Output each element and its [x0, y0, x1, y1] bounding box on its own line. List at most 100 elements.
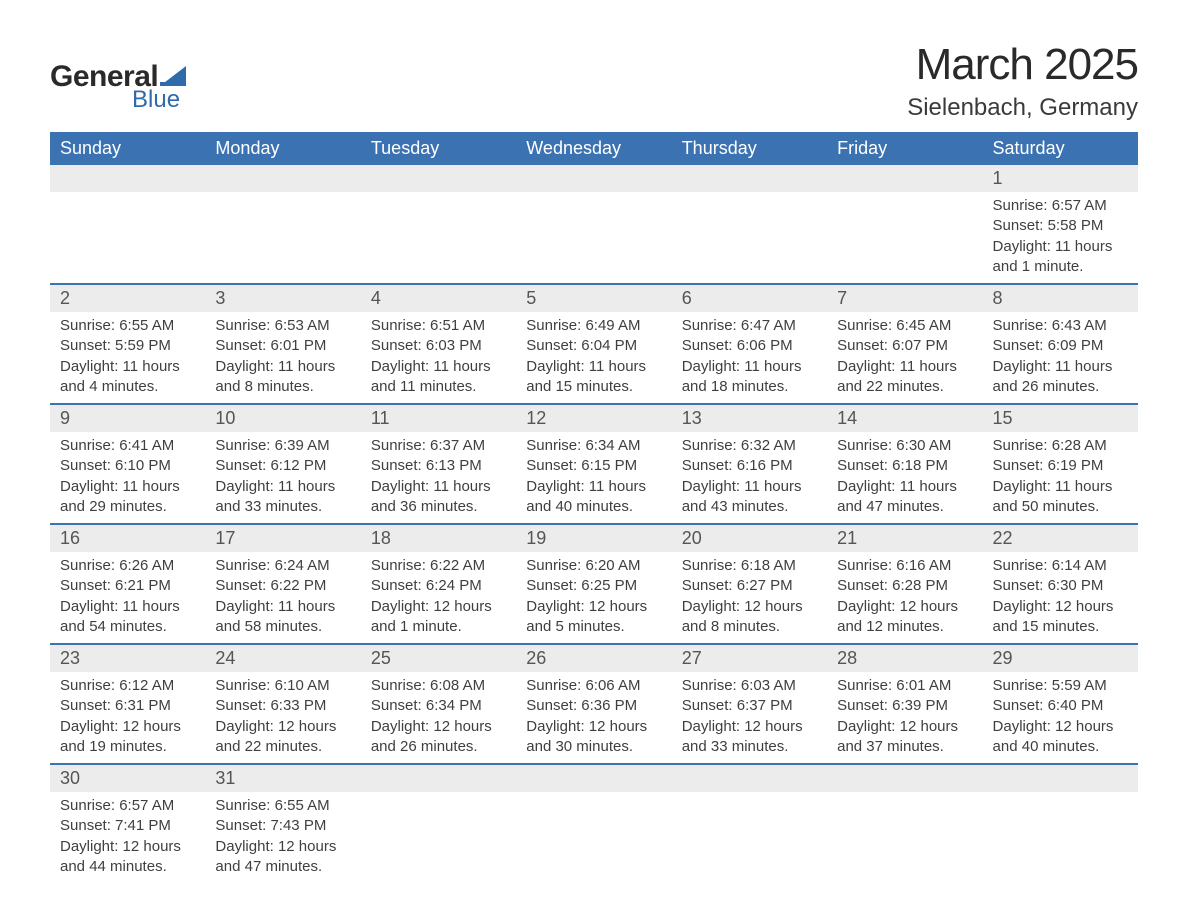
day-number-cell [205, 165, 360, 192]
day-details: Sunrise: 6:12 AMSunset: 6:31 PMDaylight:… [50, 672, 205, 763]
weekday-header: Sunday [50, 132, 205, 165]
day-detail-cell [361, 192, 516, 284]
day-detail-cell [827, 792, 982, 883]
detail-line: Sunset: 5:58 PM [993, 216, 1128, 236]
detail-line: and 26 minutes. [993, 377, 1128, 397]
day-number: 8 [983, 285, 1138, 312]
detail-line: Daylight: 11 hours [837, 477, 972, 497]
day-number: 15 [983, 405, 1138, 432]
detail-line: and 44 minutes. [60, 857, 195, 877]
day-number: 7 [827, 285, 982, 312]
detail-line: Daylight: 12 hours [60, 717, 195, 737]
detail-line: Sunset: 6:40 PM [993, 696, 1128, 716]
detail-line: and 22 minutes. [215, 737, 350, 757]
day-details: Sunrise: 6:28 AMSunset: 6:19 PMDaylight:… [983, 432, 1138, 523]
day-detail-cell: Sunrise: 6:18 AMSunset: 6:27 PMDaylight:… [672, 552, 827, 644]
detail-line: Sunrise: 6:57 AM [60, 796, 195, 816]
day-number: 2 [50, 285, 205, 312]
detail-line: and 33 minutes. [682, 737, 817, 757]
empty-day [672, 765, 827, 792]
detail-line: Sunrise: 6:37 AM [371, 436, 506, 456]
day-detail-cell: Sunrise: 6:08 AMSunset: 6:34 PMDaylight:… [361, 672, 516, 764]
detail-line: Daylight: 12 hours [526, 597, 661, 617]
detail-line: Sunset: 6:21 PM [60, 576, 195, 596]
detail-line: Daylight: 11 hours [215, 477, 350, 497]
day-number-cell [672, 165, 827, 192]
day-number-cell: 14 [827, 404, 982, 432]
day-details: Sunrise: 6:57 AMSunset: 5:58 PMDaylight:… [983, 192, 1138, 283]
day-number: 5 [516, 285, 671, 312]
detail-line: and 40 minutes. [526, 497, 661, 517]
day-details: Sunrise: 5:59 AMSunset: 6:40 PMDaylight:… [983, 672, 1138, 763]
detail-line: Sunrise: 6:41 AM [60, 436, 195, 456]
day-details: Sunrise: 6:39 AMSunset: 6:12 PMDaylight:… [205, 432, 360, 523]
detail-line: Sunset: 6:24 PM [371, 576, 506, 596]
detail-line: Sunset: 6:07 PM [837, 336, 972, 356]
detail-line: and 37 minutes. [837, 737, 972, 757]
day-detail-cell: Sunrise: 6:03 AMSunset: 6:37 PMDaylight:… [672, 672, 827, 764]
detail-line: and 11 minutes. [371, 377, 506, 397]
day-details: Sunrise: 6:45 AMSunset: 6:07 PMDaylight:… [827, 312, 982, 403]
day-details: Sunrise: 6:03 AMSunset: 6:37 PMDaylight:… [672, 672, 827, 763]
day-number-cell: 28 [827, 644, 982, 672]
day-number-cell: 30 [50, 764, 205, 792]
day-number: 28 [827, 645, 982, 672]
day-details: Sunrise: 6:34 AMSunset: 6:15 PMDaylight:… [516, 432, 671, 523]
detail-line: Sunset: 6:15 PM [526, 456, 661, 476]
detail-line: Daylight: 11 hours [993, 237, 1128, 257]
day-number-cell: 18 [361, 524, 516, 552]
detail-line: Sunrise: 6:57 AM [993, 196, 1128, 216]
day-details: Sunrise: 6:47 AMSunset: 6:06 PMDaylight:… [672, 312, 827, 403]
detail-line: Daylight: 12 hours [526, 717, 661, 737]
detail-line: and 47 minutes. [837, 497, 972, 517]
detail-line: Sunrise: 6:32 AM [682, 436, 817, 456]
day-number-cell: 31 [205, 764, 360, 792]
empty-day [516, 165, 671, 192]
detail-line: and 54 minutes. [60, 617, 195, 637]
day-detail-row: Sunrise: 6:55 AMSunset: 5:59 PMDaylight:… [50, 312, 1138, 404]
detail-line: Sunrise: 6:20 AM [526, 556, 661, 576]
empty-day [672, 165, 827, 192]
detail-line: Sunset: 6:09 PM [993, 336, 1128, 356]
day-number-row: 1 [50, 165, 1138, 192]
day-number-cell [516, 764, 671, 792]
day-number-cell: 20 [672, 524, 827, 552]
day-number: 23 [50, 645, 205, 672]
day-detail-cell: Sunrise: 6:55 AMSunset: 5:59 PMDaylight:… [50, 312, 205, 404]
day-number-cell: 7 [827, 284, 982, 312]
detail-line: Daylight: 12 hours [682, 597, 817, 617]
weekday-header: Tuesday [361, 132, 516, 165]
detail-line: Sunrise: 6:47 AM [682, 316, 817, 336]
detail-line: Sunset: 6:01 PM [215, 336, 350, 356]
day-detail-cell: Sunrise: 6:10 AMSunset: 6:33 PMDaylight:… [205, 672, 360, 764]
day-number: 19 [516, 525, 671, 552]
empty-day [361, 165, 516, 192]
detail-line: Sunrise: 6:12 AM [60, 676, 195, 696]
day-details: Sunrise: 6:16 AMSunset: 6:28 PMDaylight:… [827, 552, 982, 643]
detail-line: and 29 minutes. [60, 497, 195, 517]
detail-line: Daylight: 12 hours [371, 717, 506, 737]
day-detail-cell: Sunrise: 6:30 AMSunset: 6:18 PMDaylight:… [827, 432, 982, 524]
day-detail-cell: Sunrise: 5:59 AMSunset: 6:40 PMDaylight:… [983, 672, 1138, 764]
day-number-cell: 16 [50, 524, 205, 552]
detail-line: Sunset: 6:16 PM [682, 456, 817, 476]
detail-line: Sunset: 6:27 PM [682, 576, 817, 596]
day-detail-cell: Sunrise: 6:51 AMSunset: 6:03 PMDaylight:… [361, 312, 516, 404]
day-number: 26 [516, 645, 671, 672]
day-details: Sunrise: 6:32 AMSunset: 6:16 PMDaylight:… [672, 432, 827, 523]
day-detail-cell: Sunrise: 6:57 AMSunset: 7:41 PMDaylight:… [50, 792, 205, 883]
day-number: 13 [672, 405, 827, 432]
detail-line: Sunset: 6:25 PM [526, 576, 661, 596]
detail-line: and 19 minutes. [60, 737, 195, 757]
day-detail-cell [516, 792, 671, 883]
day-details: Sunrise: 6:30 AMSunset: 6:18 PMDaylight:… [827, 432, 982, 523]
day-number: 24 [205, 645, 360, 672]
day-number: 27 [672, 645, 827, 672]
day-detail-cell [827, 192, 982, 284]
day-details: Sunrise: 6:18 AMSunset: 6:27 PMDaylight:… [672, 552, 827, 643]
detail-line: Sunrise: 6:55 AM [60, 316, 195, 336]
day-number-cell: 1 [983, 165, 1138, 192]
day-number-cell: 13 [672, 404, 827, 432]
detail-line: and 33 minutes. [215, 497, 350, 517]
day-number-cell: 27 [672, 644, 827, 672]
